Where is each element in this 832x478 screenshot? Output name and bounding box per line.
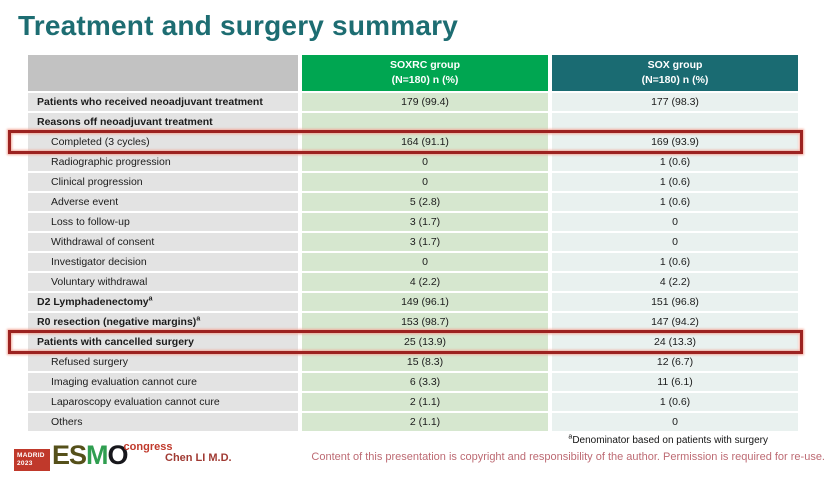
soxrc-group-name: SOXRC group (390, 59, 460, 71)
row-label: D2 Lymphadenectomya (28, 293, 298, 311)
table-row: Completed (3 cycles) 164 (91.1) 169 (93.9) (8, 130, 803, 154)
soxrc-value: 153 (98.7) (302, 313, 548, 331)
row-label: Loss to follow-up (28, 213, 298, 231)
logo-madrid-text: MADRID (17, 451, 45, 459)
soxrc-value: 0 (302, 253, 548, 271)
row-label: Reasons off neoadjuvant treatment (28, 113, 298, 131)
soxrc-value: 2 (1.1) (302, 393, 548, 411)
header-cell-sox-group: SOX group (N=180) n (%) (552, 55, 798, 91)
table-row: Voluntary withdrawal 4 (2.2) 4 (2.2) (28, 273, 798, 293)
row-label: Adverse event (28, 193, 298, 211)
sox-value: 1 (0.6) (552, 253, 798, 271)
esmo-m: M (86, 440, 108, 470)
table-header-row: SOXRC group (N=180) n (%) SOX group (N=1… (28, 55, 798, 93)
row-label: Patients with cancelled surgery (28, 333, 298, 351)
sox-value: 177 (98.3) (552, 93, 798, 111)
sox-value: 151 (96.8) (552, 293, 798, 311)
sox-value: 1 (0.6) (552, 393, 798, 411)
soxrc-value: 2 (1.1) (302, 413, 548, 431)
summary-table: SOXRC group (N=180) n (%) SOX group (N=1… (8, 55, 803, 433)
table-row: Withdrawal of consent 3 (1.7) 0 (28, 233, 798, 253)
table-footnote: aDenominator based on patients with surg… (568, 433, 768, 446)
sox-value (552, 113, 798, 131)
sox-group-sub: (N=180) n (%) (641, 74, 709, 87)
table-row: Investigator decision 0 1 (0.6) (28, 253, 798, 273)
soxrc-value: 3 (1.7) (302, 233, 548, 251)
table-row: Adverse event 5 (2.8) 1 (0.6) (28, 193, 798, 213)
row-label: Voluntary withdrawal (28, 273, 298, 291)
soxrc-value: 149 (96.1) (302, 293, 548, 311)
soxrc-value: 15 (8.3) (302, 353, 548, 371)
table-row: Patients with cancelled surgery 25 (13.9)… (8, 330, 803, 354)
esmo-o: O (107, 440, 129, 470)
label-superscript: a (148, 295, 153, 303)
esmo-congress-logo: MADRID 2023 ESMO congress (14, 441, 172, 471)
table-row: Laparoscopy evaluation cannot cure 2 (1.1… (28, 393, 798, 413)
sox-value: 12 (6.7) (552, 353, 798, 371)
header-cell-soxrc-group: SOXRC group (N=180) n (%) (302, 55, 548, 91)
sox-value: 11 (6.1) (552, 373, 798, 391)
row-label: Clinical progression (28, 173, 298, 191)
soxrc-value: 6 (3.3) (302, 373, 548, 391)
sox-value: 1 (0.6) (552, 173, 798, 191)
sox-value: 4 (2.2) (552, 273, 798, 291)
row-label: Others (28, 413, 298, 431)
sox-value: 0 (552, 233, 798, 251)
row-label: Withdrawal of consent (28, 233, 298, 251)
row-label: Investigator decision (28, 253, 298, 271)
slide-footer: MADRID 2023 ESMO congress Chen LI M.D. a… (0, 433, 832, 478)
table-row: Clinical progression 0 1 (0.6) (28, 173, 798, 193)
table-row: R0 resection (negative margins)a 153 (98.… (28, 313, 798, 333)
row-label: R0 resection (negative margins)a (28, 313, 298, 331)
sox-value: 147 (94.2) (552, 313, 798, 331)
footnote-text: Denominator based on patients with surge… (572, 435, 768, 446)
soxrc-value: 5 (2.8) (302, 193, 548, 211)
author-name: Chen LI M.D. (165, 452, 232, 464)
soxrc-value (302, 113, 548, 131)
label-superscript: a (196, 315, 201, 323)
table-row: Loss to follow-up 3 (1.7) 0 (28, 213, 798, 233)
madrid-2023-badge: MADRID 2023 (14, 449, 50, 471)
esmo-wordmark: ESMO (52, 440, 129, 470)
esmo-es: ES (52, 440, 87, 470)
row-label: Laparoscopy evaluation cannot cure (28, 393, 298, 411)
table-row: Patients who received neoadjuvant treatm… (28, 93, 798, 113)
row-label: Radiographic progression (28, 153, 298, 171)
soxrc-value: 25 (13.9) (302, 333, 548, 351)
table-row: Refused surgery 15 (8.3) 12 (6.7) (28, 353, 798, 373)
sox-value: 24 (13.3) (552, 333, 798, 351)
sox-value: 0 (552, 413, 798, 431)
soxrc-value: 179 (99.4) (302, 93, 548, 111)
row-label: Imaging evaluation cannot cure (28, 373, 298, 391)
sox-group-name: SOX group (647, 59, 703, 71)
header-cell-empty (28, 55, 298, 91)
soxrc-value: 164 (91.1) (302, 133, 548, 151)
table-row: Reasons off neoadjuvant treatment (28, 113, 798, 133)
congress-label: congress (123, 441, 173, 453)
footnote-marker: a (568, 433, 573, 441)
sox-value: 0 (552, 213, 798, 231)
sox-value: 1 (0.6) (552, 153, 798, 171)
sox-value: 169 (93.9) (552, 133, 798, 151)
table-row: Imaging evaluation cannot cure 6 (3.3) 11 … (28, 373, 798, 393)
row-label: Refused surgery (28, 353, 298, 371)
table-row: Radiographic progression 0 1 (0.6) (28, 153, 798, 173)
soxrc-value: 4 (2.2) (302, 273, 548, 291)
row-label: Completed (3 cycles) (28, 133, 298, 151)
sox-value: 1 (0.6) (552, 193, 798, 211)
table-row: D2 Lymphadenectomya 149 (96.1) 151 (96.8) (28, 293, 798, 313)
soxrc-value: 3 (1.7) (302, 213, 548, 231)
table-row: Others 2 (1.1) 0 (28, 413, 798, 433)
page-title: Treatment and surgery summary (18, 10, 458, 41)
soxrc-group-sub: (N=180) n (%) (391, 74, 459, 87)
row-label: Patients who received neoadjuvant treatm… (28, 93, 298, 111)
copyright-notice: Content of this presentation is copyrigh… (311, 451, 825, 463)
logo-year-text: 2023 (17, 460, 33, 467)
soxrc-value: 0 (302, 153, 548, 171)
table-body: Patients who received neoadjuvant treatm… (8, 93, 803, 433)
soxrc-value: 0 (302, 173, 548, 191)
